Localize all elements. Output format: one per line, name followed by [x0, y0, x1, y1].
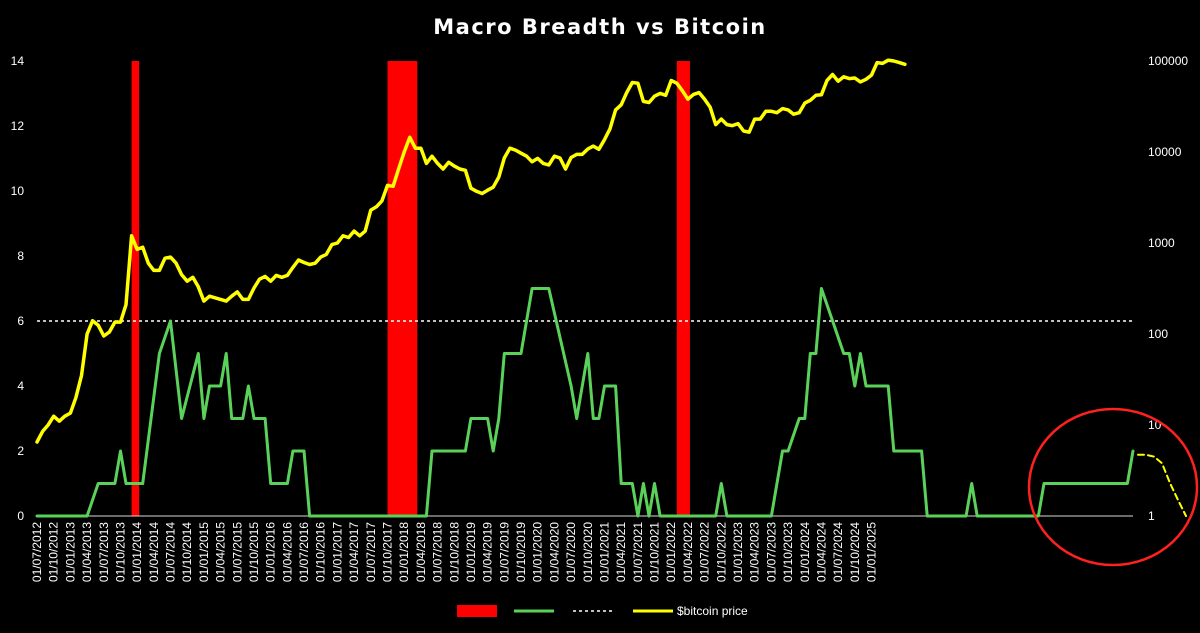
x-axis-tick-label: 01/04/2015: [214, 522, 228, 582]
left-axis-tick-label: 0: [17, 509, 24, 523]
x-axis-tick-label: 01/07/2017: [364, 522, 378, 582]
x-axis-tick-label: 01/10/2023: [781, 522, 795, 582]
x-axis-tick-label: 01/07/2016: [297, 522, 311, 582]
x-axis-tick-label: 01/04/2022: [681, 522, 695, 582]
left-axis-tick-label: 4: [17, 379, 24, 393]
x-axis-tick-label: 01/07/2014: [164, 522, 178, 582]
left-axis-tick-label: 6: [17, 314, 24, 328]
x-axis-tick-label: 01/04/2023: [748, 522, 762, 582]
x-axis-tick-label: 01/10/2018: [447, 522, 461, 582]
chart-title: Macro Breadth vs Bitcoin: [433, 15, 767, 39]
right-axis-tick-label: 100000: [1148, 54, 1188, 68]
x-axis-tick-label: 01/04/2021: [614, 522, 628, 582]
x-axis-tick-label: 01/10/2012: [47, 522, 61, 582]
x-axis-tick-label: 01/01/2019: [464, 522, 478, 582]
left-axis: 0 2 4 6 8 10 12 14: [11, 54, 25, 523]
legend-swatch-bar: [457, 605, 497, 617]
bitcoin-price-line: [35, 58, 907, 444]
x-axis-tick-label: 01/04/2018: [414, 522, 428, 582]
highlight-band: [676, 61, 690, 516]
highlight-band: [387, 61, 418, 516]
x-axis-tick-label: 01/04/2014: [147, 522, 161, 582]
breadth-line: [35, 287, 1135, 518]
left-axis-tick-label: 12: [11, 119, 25, 133]
x-axis-tick-label: 01/04/2013: [80, 522, 94, 582]
x-axis-tick-label: 01/10/2024: [848, 522, 862, 582]
right-axis-tick-label: 1000: [1148, 236, 1175, 250]
x-axis-tick-label: 01/07/2023: [764, 522, 778, 582]
x-axis-tick-label: 01/04/2024: [814, 522, 828, 582]
x-axis-tick-label: 01/07/2022: [698, 522, 712, 582]
x-axis-tick-label: 01/07/2018: [431, 522, 445, 582]
x-axis-tick-label: 01/01/2022: [664, 522, 678, 582]
projection-line: [1137, 453, 1187, 517]
x-axis-tick-label: 01/10/2015: [247, 522, 261, 582]
x-axis-tick-label: 01/07/2012: [30, 522, 44, 582]
right-axis-tick-label: 100: [1148, 327, 1168, 341]
highlight-bands: [131, 61, 690, 516]
x-axis-tick-label: 01/10/2019: [514, 522, 528, 582]
legend: $bitcoin price: [457, 604, 748, 618]
x-axis-tick-label: 01/01/2023: [731, 522, 745, 582]
x-axis-tick-label: 01/01/2017: [330, 522, 344, 582]
x-axis-tick-label: 01/01/2020: [531, 522, 545, 582]
x-axis-tick-label: 01/04/2017: [347, 522, 361, 582]
x-axis-tick-label: 01/10/2017: [380, 522, 394, 582]
x-axis-tick-label: 01/07/2013: [97, 522, 111, 582]
x-axis-tick-label: 01/10/2020: [581, 522, 595, 582]
annotation-circle: [1027, 407, 1199, 567]
x-axis-tick-label: 01/04/2019: [481, 522, 495, 582]
x-axis-tick-label: 01/10/2016: [314, 522, 328, 582]
x-axis: 01/07/2012 01/10/2012 01/01/2013 01/04/2013…: [30, 522, 879, 582]
x-axis-tick-label: 01/01/2016: [264, 522, 278, 582]
right-axis-tick-label: 1: [1148, 509, 1155, 523]
left-axis-tick-label: 2: [17, 444, 24, 458]
left-axis-tick-label: 8: [17, 249, 24, 263]
x-axis-tick-label: 01/10/2014: [180, 522, 194, 582]
x-axis-tick-label: 01/01/2018: [397, 522, 411, 582]
x-axis-tick-label: 01/07/2019: [497, 522, 511, 582]
x-axis-tick-label: 01/01/2021: [597, 522, 611, 582]
highlight-band: [131, 61, 140, 516]
x-axis-tick-label: 01/04/2020: [547, 522, 561, 582]
x-axis-tick-label: 01/07/2020: [564, 522, 578, 582]
x-axis-tick-label: 01/01/2025: [865, 522, 879, 582]
left-axis-tick-label: 14: [11, 54, 25, 68]
right-axis-tick-label: 10000: [1148, 145, 1182, 159]
x-axis-tick-label: 01/10/2022: [714, 522, 728, 582]
x-axis-tick-label: 01/07/2024: [831, 522, 845, 582]
x-axis-tick-label: 01/01/2015: [197, 522, 211, 582]
x-axis-tick-label: 01/07/2021: [631, 522, 645, 582]
series-group: [35, 58, 1187, 518]
x-axis-tick-label: 01/07/2015: [230, 522, 244, 582]
x-axis-tick-label: 01/10/2021: [648, 522, 662, 582]
legend-label: $bitcoin price: [677, 604, 748, 618]
x-axis-tick-label: 01/01/2014: [130, 522, 144, 582]
x-axis-tick-label: 01/10/2013: [113, 522, 127, 582]
x-axis-tick-label: 01/01/2013: [63, 522, 77, 582]
x-axis-tick-label: 01/01/2024: [798, 522, 812, 582]
left-axis-tick-label: 10: [11, 184, 25, 198]
x-axis-tick-label: 01/04/2016: [280, 522, 294, 582]
